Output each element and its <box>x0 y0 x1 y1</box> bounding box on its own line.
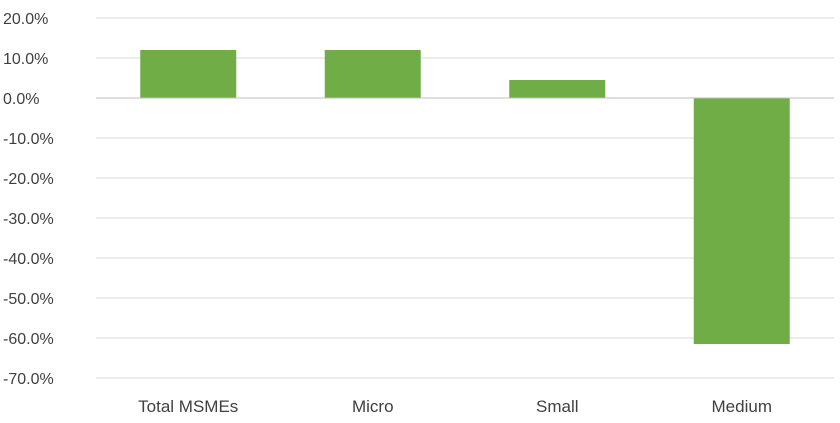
bars <box>140 50 790 344</box>
bar-micro <box>324 50 421 98</box>
y-tick-label: 0.0% <box>3 91 39 108</box>
x-category-label: Medium <box>712 397 772 416</box>
y-tick-label: -20.0% <box>3 171 54 188</box>
y-tick-label: 20.0% <box>3 11 48 28</box>
x-category-label: Small <box>536 397 579 416</box>
y-tick-label: 10.0% <box>3 51 48 68</box>
y-tick-label: -30.0% <box>3 211 54 228</box>
y-tick-label: -60.0% <box>3 331 54 348</box>
x-axis-category-labels: Total MSMEs Micro Small Medium <box>138 397 772 416</box>
y-tick-label: -70.0% <box>3 371 54 388</box>
bar-small <box>509 80 606 98</box>
bar-medium <box>693 98 790 344</box>
x-category-label: Micro <box>352 397 394 416</box>
y-tick-label: -10.0% <box>3 131 54 148</box>
bar-total-msmes <box>140 50 237 98</box>
y-tick-label: -40.0% <box>3 251 54 268</box>
y-axis-tick-labels: 20.0% 10.0% 0.0% -10.0% -20.0% -30.0% -40.0% -5… <box>3 11 54 388</box>
y-tick-label: -50.0% <box>3 291 54 308</box>
x-category-label: Total MSMEs <box>138 397 238 416</box>
